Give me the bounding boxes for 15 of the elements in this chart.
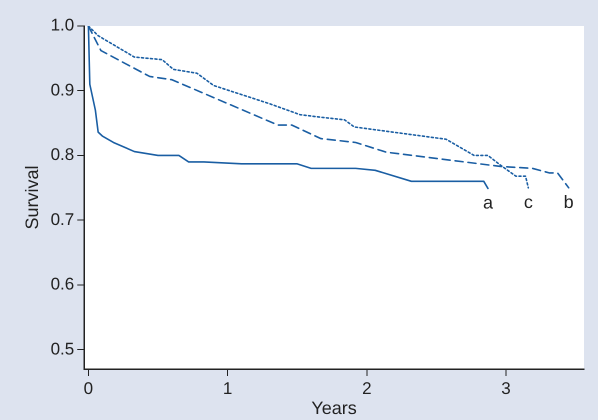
series-label: a bbox=[482, 192, 494, 212]
x-tick-label: 0 bbox=[84, 378, 94, 398]
x-axis-title: Years bbox=[311, 398, 357, 418]
x-tick-label: 3 bbox=[501, 378, 511, 398]
y-tick-label: 0.6 bbox=[50, 274, 74, 294]
y-axis-title: Survival bbox=[22, 165, 42, 230]
series-label: b bbox=[564, 192, 574, 212]
y-tick-label: 0.7 bbox=[50, 210, 74, 229]
y-tick-label: 0.9 bbox=[50, 80, 74, 100]
y-tick-label: 0.5 bbox=[50, 339, 74, 358]
x-tick-label: 1 bbox=[222, 378, 232, 398]
x-tick-label: 2 bbox=[362, 378, 372, 398]
y-tick-label: 1.0 bbox=[50, 16, 74, 35]
y-tick-label: 0.8 bbox=[50, 145, 74, 164]
series-label: c bbox=[524, 192, 533, 212]
